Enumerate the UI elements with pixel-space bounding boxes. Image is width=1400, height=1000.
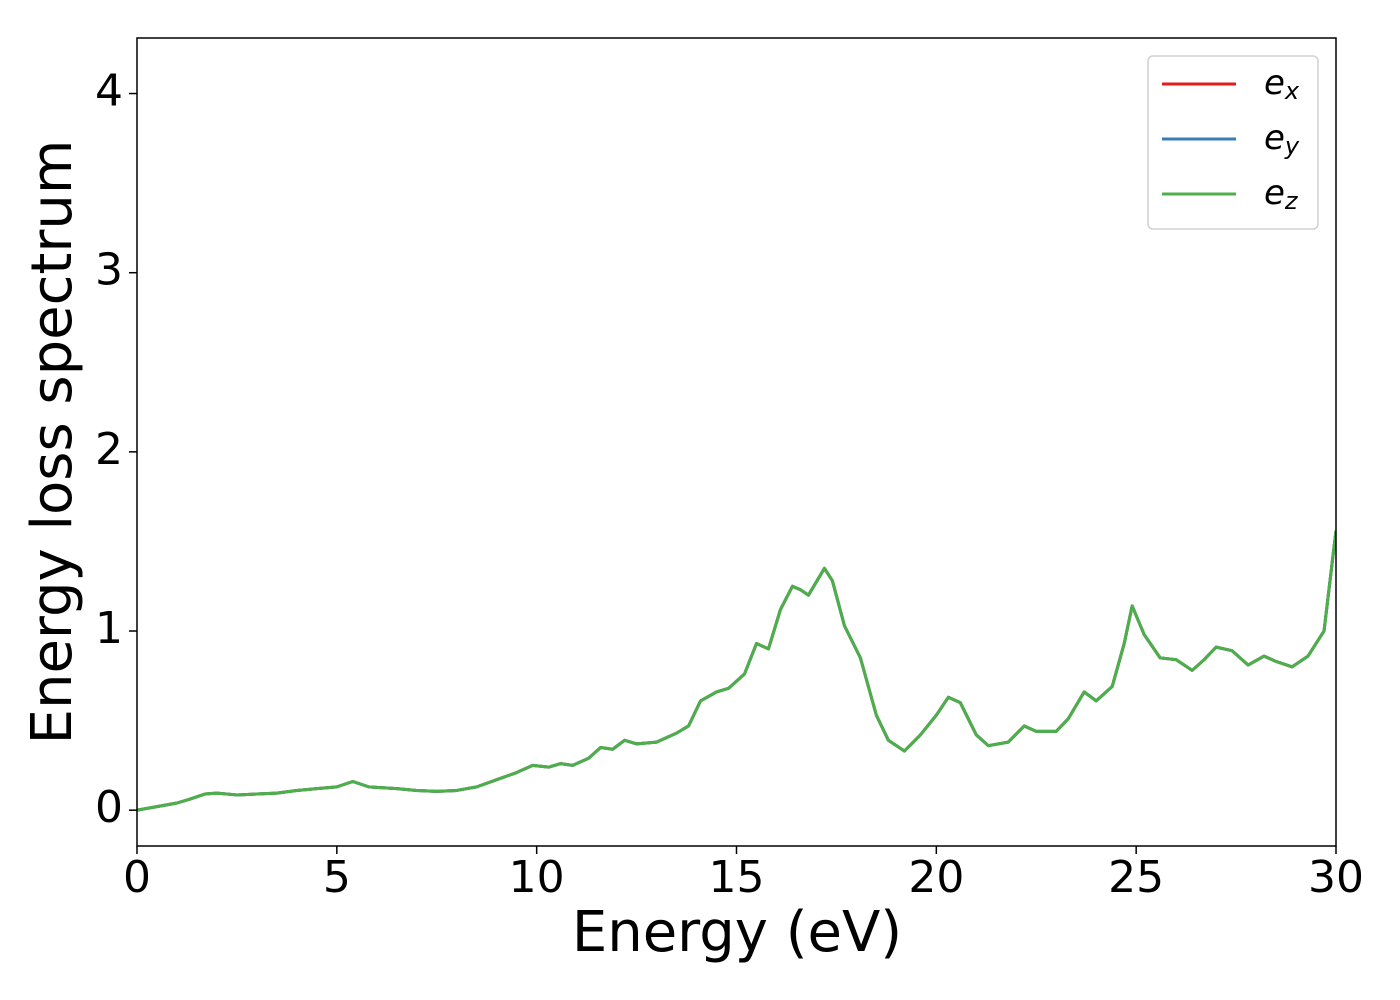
legend-box bbox=[1147, 55, 1319, 230]
x-axis-label: Energy (eV) bbox=[572, 900, 902, 965]
y-tick-label: 4 bbox=[95, 66, 123, 117]
y-tick-label: 3 bbox=[95, 245, 123, 296]
y-tick-label: 2 bbox=[95, 424, 123, 475]
legend-label: ey bbox=[1264, 118, 1300, 161]
x-tick-label: 25 bbox=[1108, 852, 1164, 903]
legend-label: ez bbox=[1264, 173, 1299, 216]
x-tick-label: 0 bbox=[123, 852, 151, 903]
x-tick-label: 20 bbox=[908, 852, 964, 903]
x-tick-label: 30 bbox=[1308, 852, 1364, 903]
x-tick-label: 5 bbox=[323, 852, 351, 903]
data-line bbox=[137, 530, 1336, 812]
legend-label: ex bbox=[1264, 63, 1300, 106]
legend: ex ey ez bbox=[1147, 55, 1319, 230]
x-tick-label: 10 bbox=[509, 852, 565, 903]
data-line bbox=[137, 530, 1336, 812]
y-tick-label: 1 bbox=[95, 603, 123, 654]
plot-frame bbox=[136, 37, 1337, 847]
y-axis-label: Energy loss spectrum bbox=[20, 140, 85, 745]
y-tick-label: 0 bbox=[95, 782, 123, 833]
data-line bbox=[137, 530, 1336, 812]
x-tick-label: 15 bbox=[709, 852, 765, 903]
